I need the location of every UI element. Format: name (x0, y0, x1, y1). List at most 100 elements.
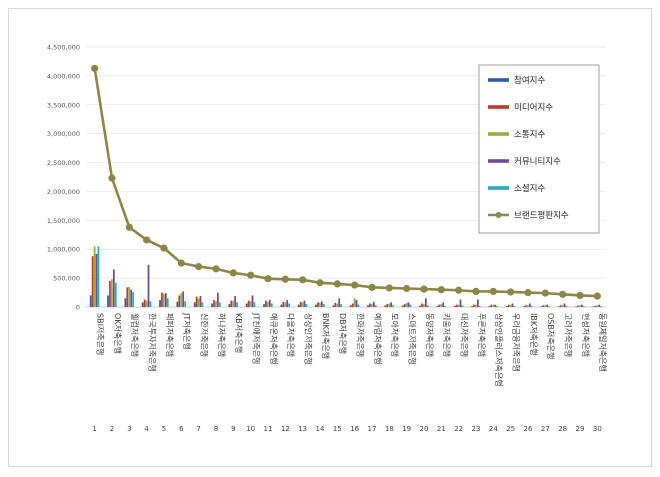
bar (317, 302, 319, 307)
bar (511, 303, 514, 307)
gridlines (86, 46, 606, 308)
bar (89, 295, 92, 307)
category-label: 하나저축은행 (217, 313, 227, 357)
line-point (420, 285, 428, 293)
bar (163, 293, 165, 307)
legend-swatch (488, 78, 509, 82)
bar (509, 304, 512, 307)
bar (546, 304, 549, 307)
bar (305, 304, 308, 307)
bar (319, 302, 321, 307)
bar (97, 246, 100, 307)
category-number: 11 (264, 425, 273, 433)
bar (193, 302, 196, 307)
bar (455, 304, 458, 307)
bar (349, 305, 352, 307)
category-label: KB저축은행 (234, 313, 244, 353)
bar (111, 279, 113, 307)
bar (145, 300, 148, 307)
bar (540, 306, 543, 307)
line-point (385, 284, 393, 292)
bar (548, 306, 550, 307)
bar (340, 304, 342, 307)
category-number: 13 (298, 425, 307, 433)
legend-label: 브랜드평판지수 (514, 210, 569, 221)
bar (494, 304, 497, 307)
category-label: SBI저축은행 (95, 313, 105, 355)
bar (284, 302, 287, 307)
bar (557, 306, 560, 307)
line-point (264, 275, 272, 283)
category-number: 26 (524, 425, 533, 433)
line-point (507, 288, 515, 296)
bar (488, 306, 491, 307)
legend-label: 커뮤니티지수 (514, 156, 561, 167)
bar (228, 304, 231, 307)
legend-label: 소통지수 (514, 130, 545, 140)
category-label: 모아저축은행 (390, 313, 400, 357)
category-number: 18 (385, 425, 394, 433)
bar (459, 299, 462, 307)
bar (301, 302, 304, 307)
line-point (143, 236, 151, 244)
line-point (593, 292, 601, 300)
bar (184, 301, 186, 307)
category-label: DB저축은행 (338, 313, 348, 354)
category-number: 16 (350, 425, 359, 433)
bar (141, 302, 144, 307)
line-point (455, 286, 463, 294)
x-axis: SBI저축은행 1 OK저축은행 2 웰컴저축은행 3 한국투자저축은행 4 페퍼저축은행 5 JT… (92, 312, 608, 433)
bar (112, 269, 115, 307)
bar (297, 304, 300, 307)
bar (561, 305, 564, 307)
bar (232, 300, 235, 307)
bar (559, 305, 562, 307)
bar (563, 303, 566, 307)
bar (270, 303, 273, 307)
bar (322, 304, 325, 307)
line-point (160, 244, 168, 252)
bar (453, 305, 456, 307)
category-number: 12 (281, 425, 290, 433)
category-label: 동양저축은행 (425, 313, 435, 357)
legend-marker (495, 212, 502, 218)
bar (471, 306, 473, 307)
bar (218, 302, 221, 307)
line-point (125, 223, 133, 231)
bar (505, 306, 508, 307)
bar (286, 300, 289, 307)
bar (371, 304, 373, 307)
bar (114, 282, 117, 307)
bar (405, 302, 408, 307)
line-point (333, 280, 341, 288)
legend-label: 미디어지수 (514, 102, 553, 113)
bar (263, 304, 265, 307)
bar (247, 300, 250, 307)
bar (594, 305, 597, 307)
category-label: 예가람저축은행 (373, 313, 383, 365)
brand-reputation-chart: 0 500,000 1,000,000 1,500,000 2,000,000 2,500… (47, 44, 608, 434)
bar (419, 305, 421, 307)
y-axis: 0 500,000 1,000,000 1,500,000 2,000,000 2,500… (47, 44, 80, 312)
bar (143, 299, 146, 307)
bar (282, 301, 285, 307)
bar (426, 305, 429, 307)
line-point (299, 276, 307, 284)
category-number: 15 (333, 425, 342, 433)
bar (130, 289, 133, 307)
bar (128, 286, 131, 307)
category-label: IBK저축은행 (529, 313, 539, 356)
category-label: OSB저축은행 (546, 313, 556, 359)
bar (513, 305, 516, 307)
bar (542, 305, 545, 307)
bar (374, 305, 377, 307)
bar (195, 296, 198, 307)
category-number: 8 (214, 425, 218, 433)
bar (407, 302, 410, 307)
y-tick-label: 1,000,000 (47, 246, 80, 254)
bar (369, 303, 371, 307)
legend-label: 참여지수 (514, 75, 545, 86)
category-label: JT저축은행 (182, 312, 192, 350)
bar (388, 303, 391, 307)
category-label: 푸른저축은행 (477, 313, 487, 357)
